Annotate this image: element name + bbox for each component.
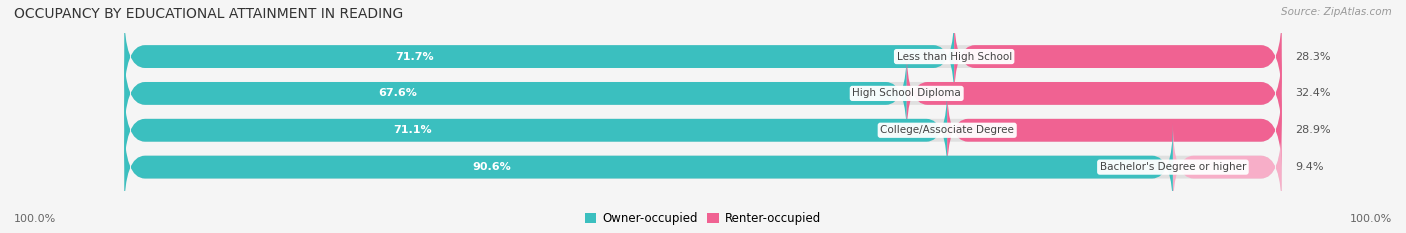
Text: Source: ZipAtlas.com: Source: ZipAtlas.com	[1281, 7, 1392, 17]
FancyBboxPatch shape	[124, 50, 907, 137]
Text: 100.0%: 100.0%	[14, 214, 56, 224]
Legend: Owner-occupied, Renter-occupied: Owner-occupied, Renter-occupied	[579, 207, 827, 230]
Text: Bachelor's Degree or higher: Bachelor's Degree or higher	[1099, 162, 1246, 172]
Text: 28.3%: 28.3%	[1295, 51, 1331, 62]
FancyBboxPatch shape	[124, 86, 948, 174]
FancyBboxPatch shape	[124, 13, 1282, 100]
FancyBboxPatch shape	[124, 86, 1282, 174]
Text: 28.9%: 28.9%	[1295, 125, 1331, 135]
Text: High School Diploma: High School Diploma	[852, 88, 962, 98]
Text: 71.7%: 71.7%	[395, 51, 434, 62]
Text: 9.4%: 9.4%	[1295, 162, 1324, 172]
Text: Less than High School: Less than High School	[897, 51, 1012, 62]
FancyBboxPatch shape	[124, 123, 1173, 211]
FancyBboxPatch shape	[124, 50, 1282, 137]
FancyBboxPatch shape	[907, 50, 1282, 137]
Text: 71.1%: 71.1%	[394, 125, 432, 135]
Text: 100.0%: 100.0%	[1350, 214, 1392, 224]
Text: 67.6%: 67.6%	[378, 88, 418, 98]
Text: 90.6%: 90.6%	[472, 162, 510, 172]
Text: College/Associate Degree: College/Associate Degree	[880, 125, 1014, 135]
Text: OCCUPANCY BY EDUCATIONAL ATTAINMENT IN READING: OCCUPANCY BY EDUCATIONAL ATTAINMENT IN R…	[14, 7, 404, 21]
FancyBboxPatch shape	[124, 13, 955, 100]
Text: 32.4%: 32.4%	[1295, 88, 1331, 98]
FancyBboxPatch shape	[955, 13, 1282, 100]
FancyBboxPatch shape	[124, 123, 1282, 211]
FancyBboxPatch shape	[1173, 123, 1282, 211]
FancyBboxPatch shape	[948, 86, 1282, 174]
